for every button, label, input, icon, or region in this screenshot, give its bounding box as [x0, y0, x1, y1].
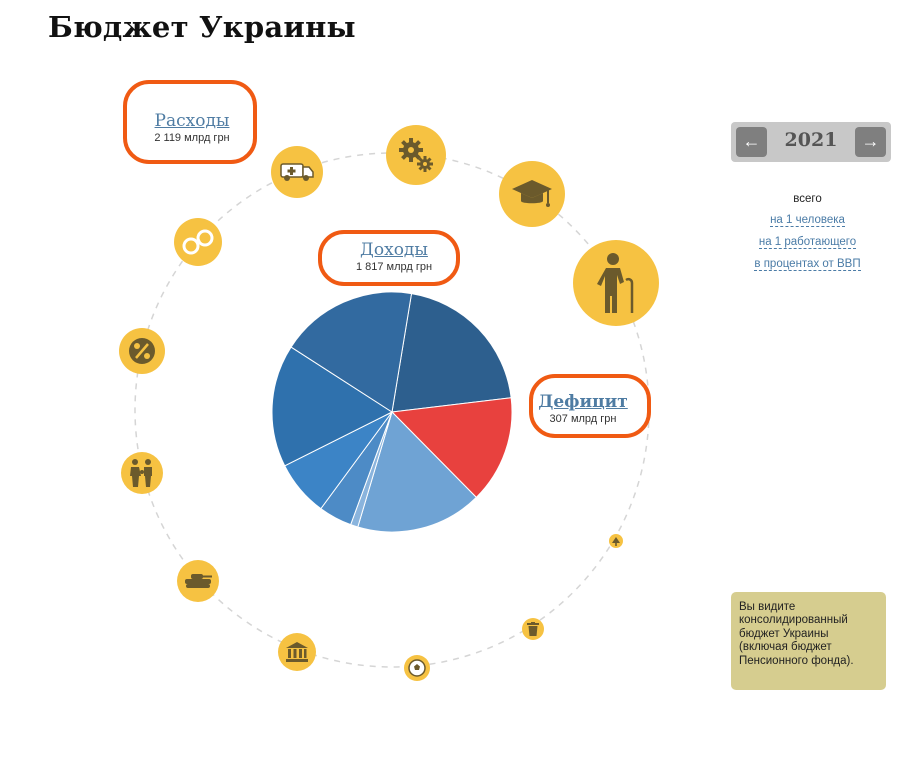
info-note: Вы видите консолидированный бюджет Украи… [731, 592, 886, 690]
expenses-label[interactable]: Расходы [154, 111, 230, 131]
year-value: 2021 [784, 129, 838, 151]
pie-slice-7[interactable] [271, 346, 394, 467]
revenues-link[interactable]: Доходы 1 817 млрд грн [334, 240, 454, 273]
next-year-button[interactable]: → [855, 127, 886, 157]
mode-per-person[interactable]: на 1 человека [770, 214, 845, 227]
tax-percent-icon[interactable] [119, 328, 165, 374]
handcuffs-icon[interactable] [174, 218, 222, 266]
deficit-amount: 307 млрд грн [549, 413, 617, 425]
gears-icon[interactable] [386, 125, 446, 185]
football-icon[interactable] [404, 655, 430, 681]
mode-per-worker[interactable]: на 1 работающего [758, 236, 857, 249]
family-icon[interactable] [121, 452, 163, 494]
trash-can-icon[interactable] [522, 618, 544, 640]
expenses-link[interactable]: Расходы 2 119 млрд грн [132, 111, 252, 144]
pie-slice-2[interactable] [390, 397, 513, 499]
government-building-icon[interactable] [278, 633, 316, 671]
pie-slice-1[interactable] [391, 293, 512, 413]
page-title: Бюджет Украины [48, 10, 356, 44]
mode-total[interactable]: всего [793, 193, 822, 205]
deficit-label[interactable]: Дефицит [538, 392, 628, 412]
tree-icon[interactable] [609, 534, 623, 548]
deficit-link[interactable]: Дефицит 307 млрд грн [526, 392, 640, 425]
revenues-label[interactable]: Доходы [360, 240, 428, 260]
expenses-amount: 2 119 млрд грн [154, 132, 230, 144]
pie-slice-8[interactable] [290, 291, 413, 413]
tank-icon[interactable] [177, 560, 219, 602]
view-mode-list: всего на 1 человека на 1 работающего в п… [735, 193, 880, 280]
ambulance-icon[interactable] [271, 146, 323, 198]
year-selector: ← 2021 → [731, 122, 891, 162]
previous-year-button[interactable]: ← [736, 127, 767, 157]
elderly-person-icon[interactable] [573, 240, 659, 326]
pie-slice-3[interactable] [357, 411, 478, 533]
graduation-cap-icon[interactable] [499, 161, 565, 227]
mode-percent-gdp[interactable]: в процентах от ВВП [754, 258, 861, 271]
revenues-amount: 1 817 млрд грн [355, 261, 433, 273]
